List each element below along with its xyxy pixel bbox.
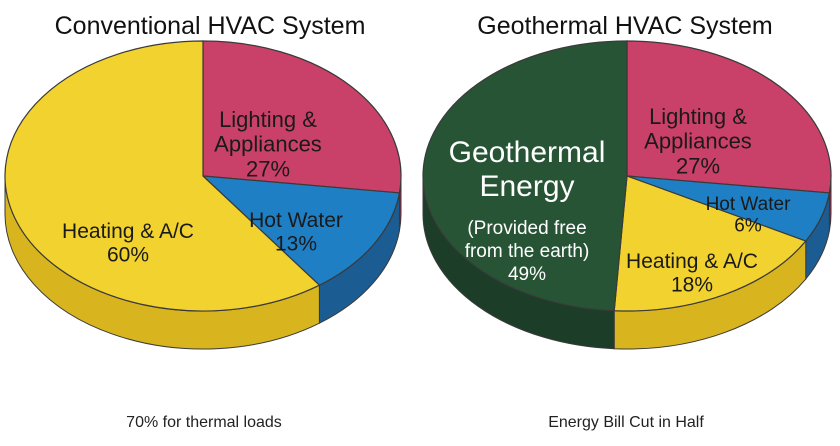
slice-heating-a-c	[613, 175, 807, 312]
slice-heating-a-c	[4, 40, 321, 312]
label-hot-water: Hot Water 6%	[706, 194, 791, 236]
slice-lighting-appliances	[202, 40, 402, 194]
chart-title-conventional: Conventional HVAC System	[54, 12, 366, 40]
chart-title-geothermal: Geothermal HVAC System	[477, 12, 773, 40]
label-heating-a-c: Heating & A/C 60%	[62, 220, 194, 267]
slice-hot-water	[201, 175, 401, 286]
slice-geothermal-energy	[422, 40, 628, 312]
caption-geothermal: Energy Bill Cut in Half	[548, 414, 704, 431]
slice-lighting-appliances	[626, 40, 832, 194]
label-heating-a-c: Heating & A/C 18%	[626, 250, 758, 297]
label-lighting-appliances: Lighting & Appliances 27%	[644, 104, 752, 178]
label-lighting-appliances: Lighting & Appliances 27%	[214, 107, 322, 181]
label-hot-water: Hot Water 13%	[249, 209, 343, 256]
pie-geothermal-hvac-system: Lighting & Appliances 27% Hot Water 6% Heatin…	[422, 40, 832, 350]
pie-conventional-hvac-system: Lighting & Appliances 27% Hot Water 13% Heati…	[4, 40, 402, 350]
caption-conventional: 70% for thermal loads	[126, 414, 282, 431]
label-geothermal-energy: Geothermal Energy (Provided free from the e…	[449, 136, 606, 285]
